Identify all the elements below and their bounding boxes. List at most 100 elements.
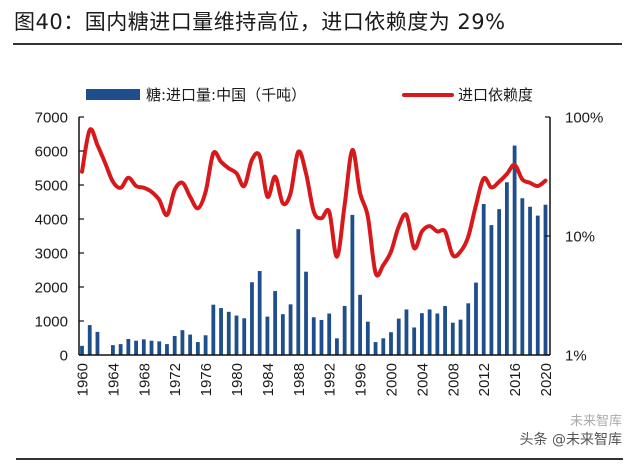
- bar-1968: [141, 339, 146, 355]
- right-tick-label: 100%: [565, 110, 603, 127]
- bar-2003: [412, 327, 417, 355]
- bar-series-import-volume: [80, 145, 548, 355]
- bar-1975: [195, 342, 200, 355]
- legend-label-import-volume: 糖:进口量:中国（千吨）: [146, 86, 306, 104]
- x-tick-label: 1996: [353, 363, 370, 396]
- bar-1969: [149, 340, 154, 355]
- bar-1977: [211, 304, 216, 355]
- x-tick-label: 1992: [322, 363, 339, 396]
- bar-1993: [335, 338, 339, 355]
- bar-1962: [95, 331, 100, 355]
- x-tick-label: 1972: [167, 363, 184, 396]
- bar-1967: [134, 340, 138, 355]
- x-tick-label: 2000: [384, 363, 401, 396]
- bar-1970: [157, 341, 162, 355]
- bar-1985: [273, 291, 278, 355]
- left-tick-label: 2000: [35, 280, 68, 297]
- x-tick-label: 1968: [136, 363, 153, 396]
- x-axis-ticks: 1960 1964 1968 1972 1976 1980 1984 1988 1992 1996…: [75, 363, 556, 396]
- bar-1980: [234, 315, 239, 355]
- x-tick-label: 1980: [229, 363, 246, 396]
- bar-2018: [528, 206, 532, 355]
- bar-1991: [319, 319, 324, 355]
- left-tick-label: 5000: [35, 178, 68, 195]
- left-tick-label: 6000: [35, 144, 68, 161]
- bar-1997: [365, 321, 370, 355]
- bar-2019: [535, 215, 540, 355]
- bar-1983: [257, 271, 262, 355]
- bar-1979: [226, 311, 231, 355]
- bar-2013: [489, 225, 494, 355]
- bar-1964: [111, 345, 115, 355]
- bar-2005: [427, 309, 432, 355]
- bar-1978: [219, 308, 223, 355]
- bar-2008: [450, 322, 455, 355]
- x-tick-label: 1988: [291, 363, 308, 396]
- bar-1982: [250, 282, 254, 355]
- left-tick-label: 3000: [35, 246, 68, 263]
- bar-2007: [443, 306, 447, 355]
- bar-1996: [358, 294, 362, 355]
- watermark: 头条 @未来智库: [519, 432, 622, 448]
- bar-2004: [420, 313, 424, 355]
- x-tick-label: 2008: [445, 363, 462, 396]
- figure-title: 图40：国内糖进口量维持高位，进口依赖度为 29%: [14, 10, 506, 34]
- bar-1989: [304, 271, 308, 355]
- left-tick-label: 7000: [35, 110, 68, 127]
- bar-1966: [126, 339, 131, 355]
- dependency-line: [80, 127, 548, 278]
- title-divider: [13, 43, 622, 45]
- bottom-divider: [16, 458, 623, 460]
- bar-1973: [180, 330, 185, 355]
- bar-2020: [543, 204, 548, 355]
- legend-swatch-import-volume: [86, 89, 140, 100]
- bar-2000: [389, 332, 393, 355]
- bar-1990: [311, 317, 316, 355]
- bar-1971: [165, 344, 169, 355]
- bar-1995: [350, 214, 355, 355]
- bar-1987: [288, 304, 293, 355]
- bar-2011: [474, 282, 478, 355]
- left-axis-ticks: 0 1000 2000 3000 4000 5000 6000 7000: [35, 110, 84, 365]
- bar-2010: [466, 303, 471, 355]
- x-tick-label: 1960: [75, 363, 92, 396]
- bar-2001: [396, 318, 401, 355]
- right-tick-label: 10%: [565, 229, 595, 246]
- bar-1994: [342, 306, 347, 355]
- bar-1986: [280, 314, 285, 355]
- left-tick-label: 1000: [35, 314, 68, 331]
- bar-1988: [296, 229, 301, 355]
- bar-2012: [481, 204, 486, 355]
- bar-1981: [242, 318, 247, 355]
- x-tick-label: 1964: [105, 363, 122, 396]
- bar-1984: [265, 316, 270, 355]
- legend-label-dependency: 进口依赖度: [458, 86, 533, 104]
- bar-2002: [404, 309, 409, 355]
- bar-1998: [373, 342, 378, 355]
- x-tick-label: 2016: [507, 363, 524, 396]
- bar-2017: [520, 198, 525, 355]
- right-axis-ticks: 1% 10% 100%: [545, 110, 603, 365]
- bar-1960: [80, 345, 84, 355]
- bar-2016: [512, 145, 517, 355]
- bar-2014: [497, 209, 502, 355]
- left-tick-label: 0: [60, 348, 68, 365]
- bar-1974: [188, 334, 193, 355]
- x-tick-label: 1984: [260, 363, 277, 396]
- bar-1965: [118, 344, 123, 355]
- legend: 糖:进口量:中国（千吨） 进口依赖度: [86, 86, 533, 104]
- x-tick-label: 2012: [476, 363, 493, 396]
- bar-2006: [435, 313, 440, 355]
- bar-1972: [172, 335, 177, 355]
- right-tick-label: 1%: [565, 348, 587, 365]
- bar-2015: [504, 182, 509, 355]
- bar-2009: [458, 319, 463, 355]
- bar-1992: [327, 313, 332, 355]
- x-tick-label: 1976: [198, 363, 215, 396]
- x-tick-label: 2020: [538, 363, 555, 396]
- bar-1976: [203, 335, 208, 355]
- left-tick-label: 4000: [35, 212, 68, 229]
- x-tick-label: 2004: [414, 363, 431, 396]
- line-series-dependency: [80, 127, 548, 278]
